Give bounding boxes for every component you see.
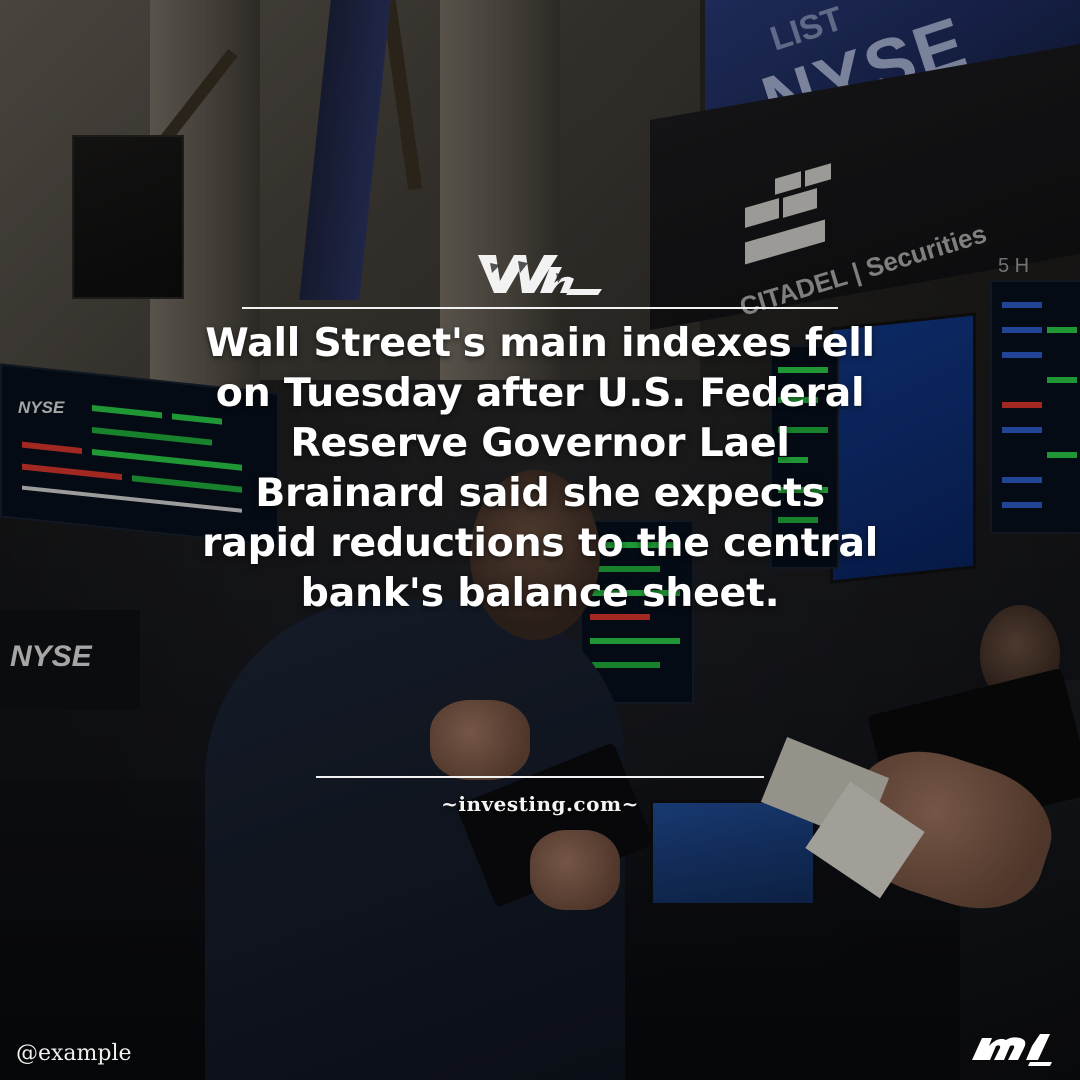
trader-hand [430, 700, 530, 780]
nyse-wall-text: NYSE [10, 640, 92, 673]
brand-monogram-icon [478, 255, 602, 295]
brand-m-logo-icon [972, 1034, 1052, 1066]
trader-hand [530, 830, 620, 910]
trader-head [470, 470, 600, 640]
stone-column [440, 0, 560, 380]
headline: Wall Street's main indexes fell on Tuesd… [202, 320, 878, 616]
source-credit: ~investing.com~ [441, 792, 639, 816]
nyse-ticker-text: NYSE [18, 398, 65, 417]
top-divider [242, 307, 838, 309]
account-handle: @example [16, 1041, 132, 1066]
bottom-divider [316, 776, 764, 778]
nyse-wall-panel: NYSE [0, 610, 140, 710]
hanging-speaker [72, 135, 184, 299]
ticker-board-right [990, 280, 1080, 534]
booth-label: 5 H [998, 255, 1030, 277]
ticker-board-middle [770, 345, 839, 569]
